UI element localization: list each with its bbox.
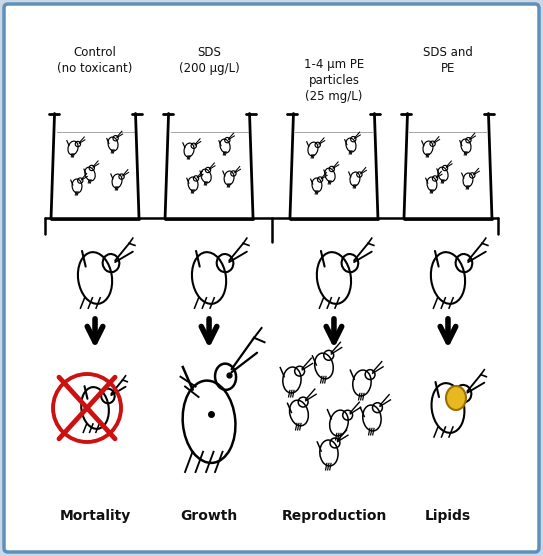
Text: Growth: Growth bbox=[180, 509, 238, 523]
Text: Control
(no toxicant): Control (no toxicant) bbox=[58, 46, 132, 75]
Text: Lipids: Lipids bbox=[425, 509, 471, 523]
Text: 1-4 μm PE
particles
(25 mg/L): 1-4 μm PE particles (25 mg/L) bbox=[304, 58, 364, 103]
FancyBboxPatch shape bbox=[4, 4, 539, 552]
Text: SDS and
PE: SDS and PE bbox=[423, 46, 473, 75]
Text: Reproduction: Reproduction bbox=[281, 509, 387, 523]
Text: Mortality: Mortality bbox=[59, 509, 131, 523]
Ellipse shape bbox=[446, 386, 466, 410]
Text: SDS
(200 μg/L): SDS (200 μg/L) bbox=[179, 46, 239, 75]
